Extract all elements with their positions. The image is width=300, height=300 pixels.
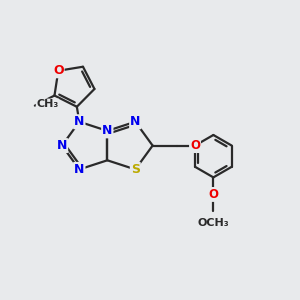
Text: O: O bbox=[53, 64, 64, 77]
Text: CH₃: CH₃ bbox=[36, 99, 58, 109]
Text: O: O bbox=[208, 188, 218, 201]
Text: N: N bbox=[57, 139, 67, 152]
Text: N: N bbox=[102, 124, 112, 137]
Text: N: N bbox=[74, 115, 85, 128]
Text: N: N bbox=[130, 115, 140, 128]
Text: S: S bbox=[131, 163, 140, 176]
Text: O: O bbox=[190, 139, 200, 152]
Text: OCH₃: OCH₃ bbox=[198, 218, 229, 228]
Text: N: N bbox=[74, 163, 85, 176]
